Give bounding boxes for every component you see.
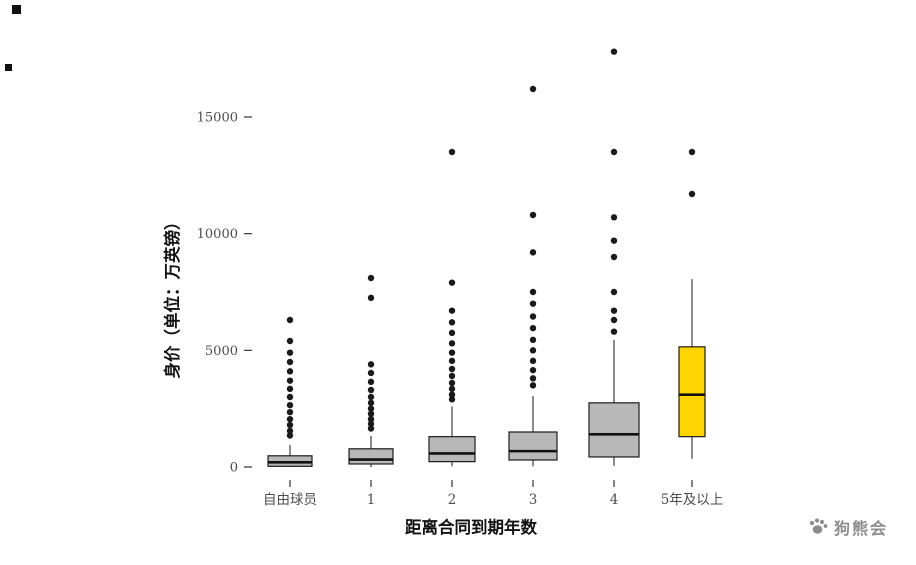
- boxplot-3: [508, 85, 558, 467]
- outlier-dot: [286, 316, 294, 324]
- outlier-dot: [286, 337, 294, 345]
- outlier-dot: [286, 408, 294, 416]
- artifact-square-top-left: [12, 5, 21, 14]
- outlier-dot: [610, 214, 618, 221]
- x-axis-tick-label: 3: [529, 492, 538, 508]
- outlier-dot: [610, 328, 618, 335]
- outlier-dot: [448, 279, 456, 286]
- x-axis-tick-label: 2: [448, 492, 457, 508]
- outlier-dot: [529, 211, 537, 219]
- x-axis-tick-label: 自由球员: [263, 492, 317, 508]
- outlier-dot: [367, 294, 375, 302]
- artifact-square-left-edge: [5, 64, 12, 71]
- outlier-dot: [286, 377, 294, 384]
- outlier-dot: [367, 361, 375, 368]
- y-axis-tick-label: 0: [230, 461, 238, 476]
- outlier-dot: [448, 357, 456, 365]
- outlier-dot: [367, 415, 375, 423]
- outlier-dot: [448, 391, 456, 398]
- outlier-dot: [610, 148, 618, 156]
- outlier-dot: [367, 410, 375, 417]
- outlier-dot: [448, 329, 456, 337]
- outlier-dot: [529, 336, 537, 344]
- outlier-dot: [448, 396, 456, 403]
- outlier-dot: [286, 393, 294, 401]
- outlier-dot: [367, 393, 375, 401]
- outlier-dot: [448, 319, 456, 326]
- outlier-dot: [610, 316, 618, 324]
- outlier-dot: [448, 365, 456, 373]
- outlier-dot: [688, 190, 696, 198]
- box: [678, 346, 706, 438]
- box: [428, 436, 476, 463]
- x-axis-tick-label: 1: [367, 492, 376, 508]
- outlier-dot: [610, 288, 618, 296]
- outlier-dot: [367, 274, 375, 282]
- box: [348, 448, 394, 465]
- outlier-dot: [286, 349, 294, 356]
- x-axis-tick-label: 5年及以上: [661, 492, 724, 508]
- outlier-dot: [448, 340, 456, 347]
- outlier-dot: [367, 425, 375, 432]
- outlier-dot: [367, 420, 375, 428]
- outlier-dot: [529, 347, 537, 354]
- outlier-dot: [286, 385, 294, 393]
- y-axis-tick-label: 15000: [197, 111, 238, 126]
- outlier-dot: [448, 148, 456, 156]
- outlier-dot: [529, 300, 537, 307]
- outlier-dot: [610, 307, 618, 314]
- boxplot-2: [428, 148, 476, 467]
- outlier-dot: [367, 405, 375, 412]
- boxplot-0: [267, 316, 313, 467]
- outlier-dot: [529, 313, 537, 320]
- outlier-dot: [610, 253, 618, 261]
- outlier-dot: [286, 368, 294, 375]
- outlier-dot: [529, 85, 537, 93]
- outlier-dot: [529, 324, 537, 332]
- outlier-dot: [448, 307, 456, 314]
- outlier-dot: [529, 357, 537, 365]
- outlier-dot: [367, 386, 375, 394]
- boxplot-1: [348, 274, 394, 467]
- outlier-dot: [529, 375, 537, 382]
- outlier-dot: [529, 382, 537, 389]
- boxplot-5: [678, 148, 706, 459]
- outlier-dot: [448, 372, 456, 380]
- outlier-dot: [286, 415, 294, 423]
- outlier-dot: [448, 385, 456, 393]
- outlier-dot: [367, 378, 375, 386]
- boxplot-4: [588, 48, 640, 466]
- y-axis-title: 身价（单位：万英镑）: [162, 214, 182, 379]
- watermark-text: 狗熊会: [833, 519, 888, 538]
- watermark: 狗熊会: [807, 515, 888, 539]
- y-axis-tick-label: 5000: [205, 344, 238, 359]
- outlier-dot: [286, 427, 294, 435]
- outlier-dot: [367, 369, 375, 377]
- box: [588, 402, 640, 458]
- outlier-dot: [286, 358, 294, 366]
- outlier-dot: [448, 379, 456, 387]
- outlier-dot: [286, 421, 294, 429]
- x-axis-tick-label: 4: [610, 492, 619, 508]
- outlier-dot: [610, 237, 618, 244]
- outlier-dot: [688, 148, 696, 156]
- outlier-dot: [367, 399, 375, 407]
- paw-icon: [809, 518, 828, 534]
- y-axis-tick-label: 10000: [197, 227, 238, 242]
- outlier-dot: [529, 288, 537, 296]
- outlier-dot: [286, 401, 294, 409]
- outlier-dot: [448, 349, 456, 356]
- box: [508, 431, 558, 461]
- outlier-dot: [529, 249, 537, 256]
- outlier-dot: [529, 366, 537, 374]
- outlier-dot: [610, 48, 618, 55]
- x-axis-title: 距离合同到期年数: [405, 517, 538, 537]
- outlier-dot: [286, 432, 294, 439]
